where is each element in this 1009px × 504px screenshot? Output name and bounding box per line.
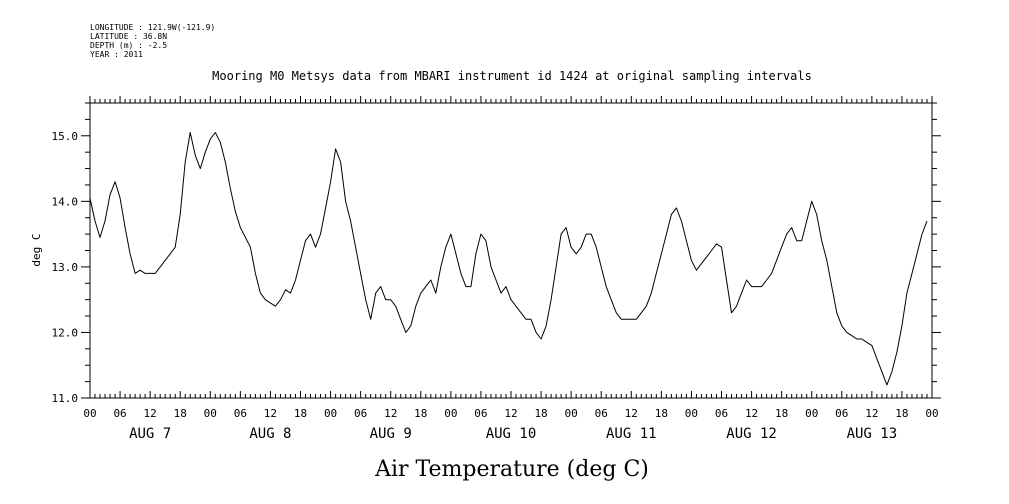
axes: 00 06 12 18 00 06 12 18 00 06 12 18 00 06 12 18 00 06 12 18… [52, 96, 941, 442]
x-tick-label: 12 [264, 407, 277, 420]
x-tick-label: 06 [354, 407, 367, 420]
chart-title: Mooring M0 Metsys data from MBARI instru… [212, 69, 812, 83]
x-day-label: AUG 11 [606, 426, 657, 442]
x-tick-label: 06 [234, 407, 247, 420]
x-day-label: AUG 12 [726, 426, 777, 442]
x-tick-label: 06 [595, 407, 608, 420]
x-day-label: AUG 13 [847, 426, 898, 442]
x-day-label: AUG 9 [370, 426, 412, 442]
x-tick-label: 18 [895, 407, 908, 420]
x-day-label: AUG 10 [486, 426, 537, 442]
x-tick-label: 18 [775, 407, 788, 420]
x-tick-label: 12 [504, 407, 517, 420]
meta-depth: DEPTH (m) : -2.5 [90, 41, 167, 50]
x-tick-label: 12 [384, 407, 397, 420]
x-tick-label: 00 [805, 407, 818, 420]
y-tick-label: 12.0 [52, 326, 79, 339]
x-tick-label: 18 [655, 407, 668, 420]
x-day-label: AUG 7 [129, 426, 171, 442]
x-tick-label: 18 [534, 407, 547, 420]
series-group [89, 132, 928, 386]
series-line-air-temperature [89, 132, 928, 386]
y-axis-label: deg C [30, 233, 43, 266]
x-tick-label: 18 [294, 407, 307, 420]
x-tick-label: 00 [444, 407, 457, 420]
y-tick-label: 11.0 [52, 392, 79, 405]
meta-latitude: LATITUDE : 36.8N [90, 32, 167, 41]
x-day-label: AUG 8 [249, 426, 291, 442]
x-tick-label: 12 [144, 407, 157, 420]
x-tick-label: 18 [414, 407, 427, 420]
x-tick-label: 00 [565, 407, 578, 420]
x-tick-label: 12 [625, 407, 638, 420]
meta-year: YEAR : 2011 [90, 50, 143, 59]
y-tick-label: 15.0 [52, 130, 79, 143]
meta-block: LONGITUDE : 121.9W(-121.9) LATITUDE : 36… [90, 23, 215, 59]
x-tick-label: 00 [204, 407, 217, 420]
meta-longitude: LONGITUDE : 121.9W(-121.9) [90, 23, 215, 32]
x-tick-label: 12 [745, 407, 758, 420]
x-tick-label: 06 [474, 407, 487, 420]
x-tick-label: 00 [685, 407, 698, 420]
x-tick-label: 00 [83, 407, 96, 420]
x-tick-label: 00 [925, 407, 938, 420]
x-tick-label: 12 [865, 407, 878, 420]
x-tick-label: 18 [174, 407, 187, 420]
y-tick-label: 13.0 [52, 261, 79, 274]
plot-frame [89, 102, 933, 399]
x-tick-label: 06 [113, 407, 126, 420]
x-tick-label: 00 [324, 407, 337, 420]
x-tick-label: 06 [835, 407, 848, 420]
x-tick-label: 06 [715, 407, 728, 420]
x-axis-label: Air Temperature (deg C) [374, 457, 649, 482]
y-tick-label: 14.0 [52, 195, 79, 208]
